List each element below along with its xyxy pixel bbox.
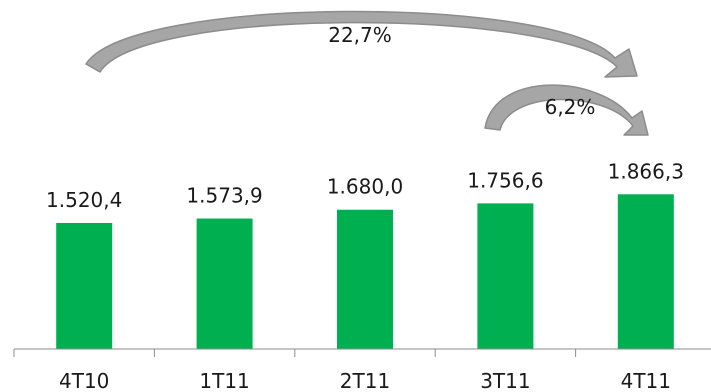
bar-4t11 — [617, 194, 674, 349]
x-tick-label-4t10: 4T10 — [59, 369, 109, 392]
growth-label-large: 22,7% — [328, 23, 392, 47]
x-tick-labels: 4T10 1T11 2T11 3T11 4T11 — [59, 369, 671, 392]
value-label-3t11: 1.756,6 — [467, 168, 543, 192]
value-label-1t11: 1.573,9 — [186, 184, 262, 208]
growth-arrows — [85, 10, 649, 136]
x-axis — [13, 348, 711, 357]
value-label-2t11: 1.680,0 — [327, 175, 403, 199]
x-tick-label-3t11: 3T11 — [480, 369, 530, 392]
bar-1t11 — [196, 218, 253, 349]
bar-3t11 — [477, 203, 534, 349]
bars-group — [56, 194, 674, 349]
bar-2t11 — [337, 209, 393, 349]
x-tick-label-2t11: 2T11 — [340, 369, 390, 392]
growth-arrow-small — [484, 84, 649, 136]
growth-label-small: 6,2% — [545, 95, 596, 119]
x-tick-label-1t11: 1T11 — [199, 369, 249, 392]
value-label-4t10: 1.520,4 — [46, 188, 122, 212]
growth-arrow-large — [85, 10, 638, 78]
value-labels-group: 1.520,4 1.573,9 1.680,0 1.756,6 1.866,3 — [46, 159, 684, 212]
bar-4t10 — [56, 222, 113, 349]
x-tick-label-4t11: 4T11 — [621, 369, 671, 392]
value-label-4t11: 1.866,3 — [608, 159, 684, 183]
